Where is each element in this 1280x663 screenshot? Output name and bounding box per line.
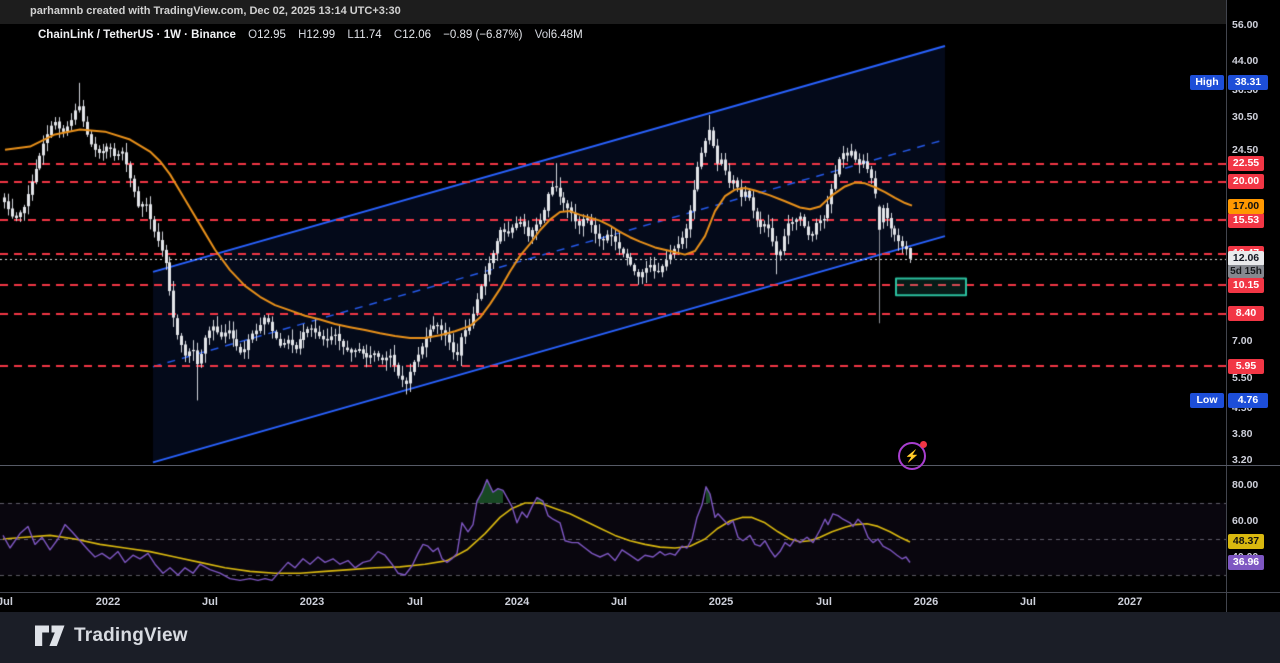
- tradingview-logo-icon: [35, 625, 65, 646]
- time-tick-label: 2023: [299, 596, 325, 608]
- live-streams-icon[interactable]: ⚡: [898, 441, 927, 470]
- price-tick-label: 30.50: [1232, 111, 1259, 123]
- alert-price-label: 22.55: [1228, 156, 1264, 171]
- rsi-tick-label: 60.00: [1232, 515, 1259, 527]
- time-tick-label: Jul: [816, 596, 832, 608]
- price-tick-label: 44.00: [1232, 55, 1259, 67]
- volume-prefix: Vol: [534, 29, 551, 41]
- price-tick-label: 3.80: [1232, 428, 1253, 440]
- close-prefix: C: [393, 29, 403, 41]
- notification-dot: [920, 441, 927, 448]
- alert-price-label: 17.00: [1228, 199, 1264, 214]
- alert-price-label: 10.15: [1228, 278, 1264, 293]
- lightning-icon: ⚡: [904, 449, 920, 463]
- pane-separator[interactable]: [0, 465, 1280, 466]
- time-tick-label: 2026: [913, 596, 939, 608]
- price-tick-label: 7.00: [1232, 335, 1253, 347]
- time-tick-label: Jul: [0, 596, 13, 608]
- high-price-label: 38.31: [1228, 75, 1268, 90]
- close-value: 12.06: [402, 29, 431, 41]
- exchange-label: Binance: [191, 29, 236, 41]
- symbol-legend[interactable]: ChainLink / TetherUS · 1W · Binance O12.…: [38, 29, 583, 41]
- countdown-label: 5d 15h: [1228, 265, 1264, 278]
- price-tick-label: 56.00: [1232, 19, 1259, 31]
- time-tick-label: 2025: [708, 596, 734, 608]
- high-value: 12.99: [306, 29, 336, 41]
- low-price-label: 4.76: [1228, 393, 1268, 408]
- tradingview-logo-text: TradingView: [74, 625, 188, 646]
- top-attribution-bar: parhamnb created with TradingView.com, D…: [0, 0, 1226, 24]
- time-tick-label: Jul: [407, 596, 423, 608]
- alert-price-label: 20.00: [1228, 174, 1264, 189]
- rsi-ma-value-label: 48.37: [1228, 534, 1264, 549]
- price-tick-label: 5.50: [1232, 372, 1253, 384]
- attribution-text: parhamnb created with TradingView.com, D…: [30, 5, 401, 17]
- tradingview-logo[interactable]: TradingView: [35, 625, 188, 647]
- time-tick-label: 2022: [95, 596, 121, 608]
- price-tick-label: 24.50: [1232, 144, 1259, 156]
- chart-canvas[interactable]: [0, 0, 1226, 612]
- low-value: 11.74: [353, 29, 382, 41]
- footer-bar: TradingView: [0, 612, 1280, 663]
- time-tick-label: Jul: [611, 596, 627, 608]
- high-prefix: H: [298, 29, 307, 41]
- alert-price-label: 8.40: [1228, 306, 1264, 321]
- current-price-label: 12.06: [1228, 251, 1264, 266]
- legend-separator-1: ·: [156, 29, 164, 41]
- open-value: 12.95: [257, 29, 286, 41]
- alert-price-label: 15.53: [1228, 213, 1264, 228]
- symbol-name[interactable]: ChainLink / TetherUS: [38, 29, 154, 41]
- time-axis-separator: [0, 592, 1280, 593]
- low-prefix: L: [347, 29, 354, 41]
- price-axis-border: [1226, 0, 1227, 612]
- time-tick-label: Jul: [1020, 596, 1036, 608]
- price-tick-label: 3.20: [1232, 454, 1253, 466]
- high-marker-label: High: [1190, 75, 1224, 90]
- time-tick-label: Jul: [202, 596, 218, 608]
- interval-label[interactable]: 1W: [163, 29, 181, 41]
- time-tick-label: 2024: [504, 596, 530, 608]
- change-value: −0.89 (−6.87%): [443, 29, 523, 41]
- rsi-tick-label: 80.00: [1232, 479, 1259, 491]
- time-tick-label: 2027: [1117, 596, 1143, 608]
- open-prefix: O: [248, 29, 258, 41]
- rsi-value-label: 36.96: [1228, 555, 1264, 570]
- legend-separator-2: ·: [184, 29, 192, 41]
- low-marker-label: Low: [1190, 393, 1224, 408]
- alert-price-label: 5.95: [1228, 359, 1264, 374]
- volume-value: 6.48M: [550, 29, 583, 41]
